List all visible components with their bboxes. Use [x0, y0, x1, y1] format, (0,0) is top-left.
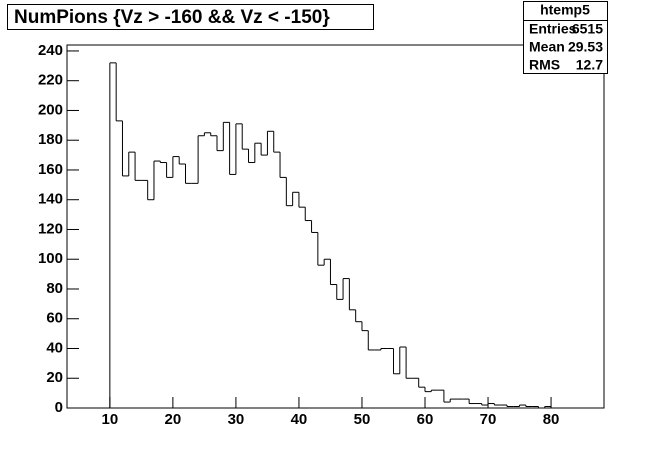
x-tick-label: 30 [228, 411, 245, 428]
y-tick-label: 180 [38, 131, 63, 148]
y-tick-label: 140 [38, 191, 63, 208]
y-tick-label: 80 [46, 280, 63, 297]
y-tick-label: 60 [46, 310, 63, 327]
stats-label: Entries [529, 21, 577, 37]
x-tick-label: 70 [480, 411, 497, 428]
title-box [7, 4, 374, 30]
x-tick-label: 20 [165, 411, 182, 428]
y-tick-label: 40 [46, 339, 63, 356]
y-tick-label: 200 [38, 101, 63, 118]
y-tick-label: 220 [38, 72, 63, 89]
stats-value: 29.53 [568, 39, 603, 55]
y-tick-label: 100 [38, 250, 63, 267]
y-tick-label: 0 [55, 399, 63, 416]
chart-title: NumPions {Vz > -160 && Vz < -150} [14, 7, 330, 28]
y-tick-label: 20 [46, 369, 63, 386]
x-tick-label: 50 [354, 411, 371, 428]
stats-box [523, 1, 608, 74]
y-tick-label: 160 [38, 161, 63, 178]
stats-label: RMS [529, 57, 560, 73]
stats-value: 6515 [572, 21, 603, 37]
x-tick-label: 60 [417, 411, 434, 428]
stats-label: Mean [529, 39, 565, 55]
x-tick-label: 10 [102, 411, 119, 428]
x-tick-label: 40 [291, 411, 308, 428]
x-tick-label: 80 [543, 411, 560, 428]
y-tick-label: 120 [38, 220, 63, 237]
stats-name: htemp5 [540, 2, 590, 18]
plot-frame [66, 44, 605, 409]
y-tick-label: 240 [38, 42, 63, 59]
stats-value: 12.7 [576, 57, 603, 73]
